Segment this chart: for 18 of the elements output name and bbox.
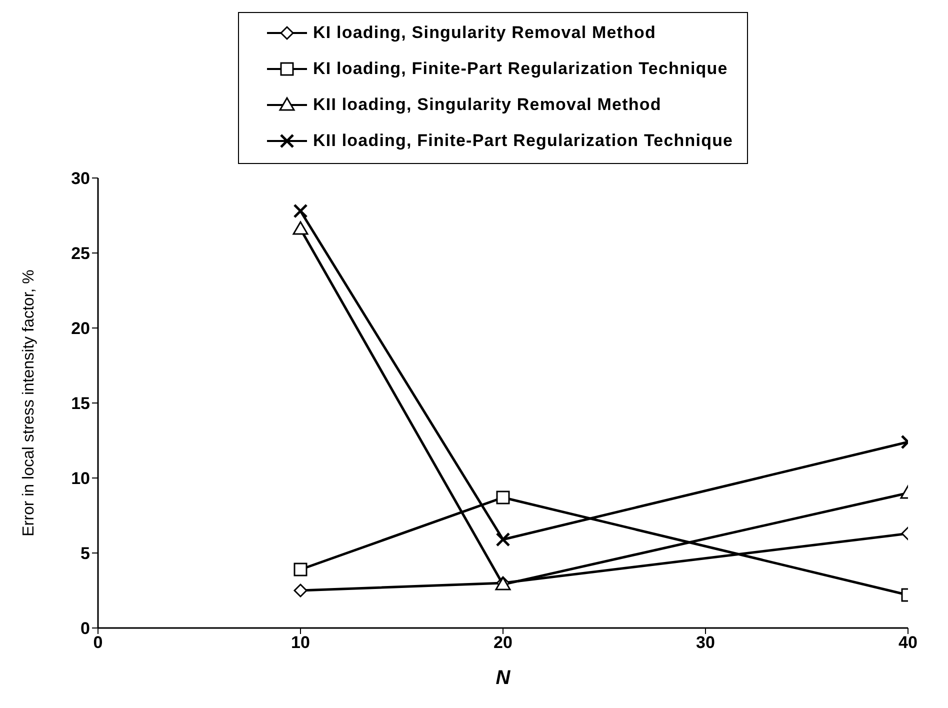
legend-label: KII loading, Finite-Part Regularization Technique: [313, 131, 734, 151]
legend-label: KI loading, Finite-Part Regularization Technique: [313, 59, 728, 79]
x-tick-label: 40: [898, 633, 918, 652]
x-axis-title: N: [496, 667, 511, 689]
x-tick-label: 20: [494, 633, 512, 652]
y-tick-label: 30: [71, 169, 90, 188]
y-tick-label: 10: [71, 469, 90, 488]
x-tick-label: 10: [291, 633, 310, 652]
y-tick-label: 0: [80, 619, 90, 638]
x-tick-label: 30: [696, 633, 715, 652]
x-tick-label: 0: [93, 633, 103, 652]
y-tick-label: 20: [71, 319, 90, 338]
legend-label: KI loading, Singularity Removal Method: [313, 23, 656, 43]
y-tick-label: 5: [80, 544, 90, 564]
y-tick-label: 25: [71, 244, 90, 264]
y-axis-title: Error in local stress intensity factor, %: [20, 270, 38, 536]
legend-label: KII loading, Singularity Removal Method: [313, 95, 662, 115]
y-tick-label: 15: [71, 394, 90, 414]
